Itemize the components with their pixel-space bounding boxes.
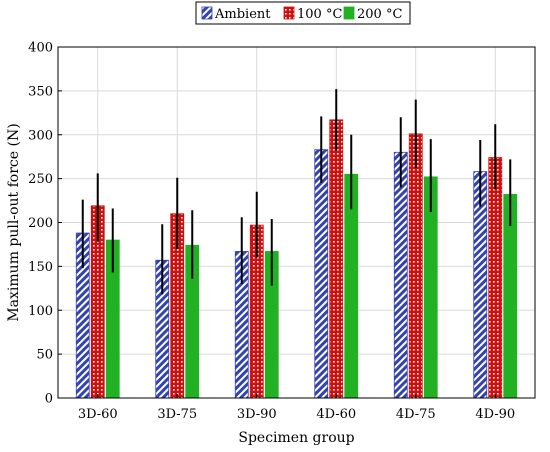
legend-swatch-3 [343, 6, 355, 20]
y-tick-label: 0 [45, 392, 53, 407]
error-bars [81, 89, 512, 295]
x-tick-label: 4D-75 [396, 407, 436, 422]
x-tick-label: 3D-75 [157, 407, 197, 422]
y-axis-label: Maximum pull-out force (N) [6, 123, 22, 321]
legend-label-2: 100 °C [297, 7, 342, 22]
bar-4D-75-series-2 [408, 133, 423, 399]
y-axis-ticks: 0 50 100 150 200 250 300 350 400 [28, 41, 62, 407]
x-tick-label: 3D-90 [237, 407, 277, 422]
bar-4D-60-series-1 [314, 149, 329, 399]
y-tick-label: 400 [28, 41, 53, 56]
y-tick-label: 250 [28, 172, 53, 187]
legend-label-1: Ambient [214, 7, 271, 22]
grid [58, 47, 535, 398]
x-tick-label: 4D-60 [316, 407, 356, 422]
x-axis-label: Specimen group [238, 430, 354, 446]
bars [75, 119, 518, 399]
x-tick-label: 4D-90 [475, 407, 515, 422]
legend: Ambient 100 °C 200 °C [195, 1, 411, 25]
y-tick-label: 300 [28, 128, 53, 143]
y-tick-label: 200 [28, 216, 53, 231]
y-tick-label: 150 [28, 260, 53, 275]
bar-4D-75-series-1 [393, 151, 408, 399]
legend-label-3: 200 °C [357, 7, 402, 22]
legend-box [195, 1, 411, 25]
legend-swatch-1 [201, 6, 213, 20]
x-axis-ticks: 3D-60 3D-75 3D-90 4D-60 4D-75 4D-90 [78, 394, 515, 422]
x-tick-label: 3D-60 [78, 407, 118, 422]
bar-4D-90-series-2 [488, 157, 503, 399]
legend-swatch-2 [283, 6, 295, 20]
bar-4D-60-series-2 [329, 119, 344, 399]
y-tick-label: 350 [28, 84, 53, 99]
y-tick-label: 50 [36, 348, 53, 363]
y-tick-label: 100 [28, 304, 53, 319]
